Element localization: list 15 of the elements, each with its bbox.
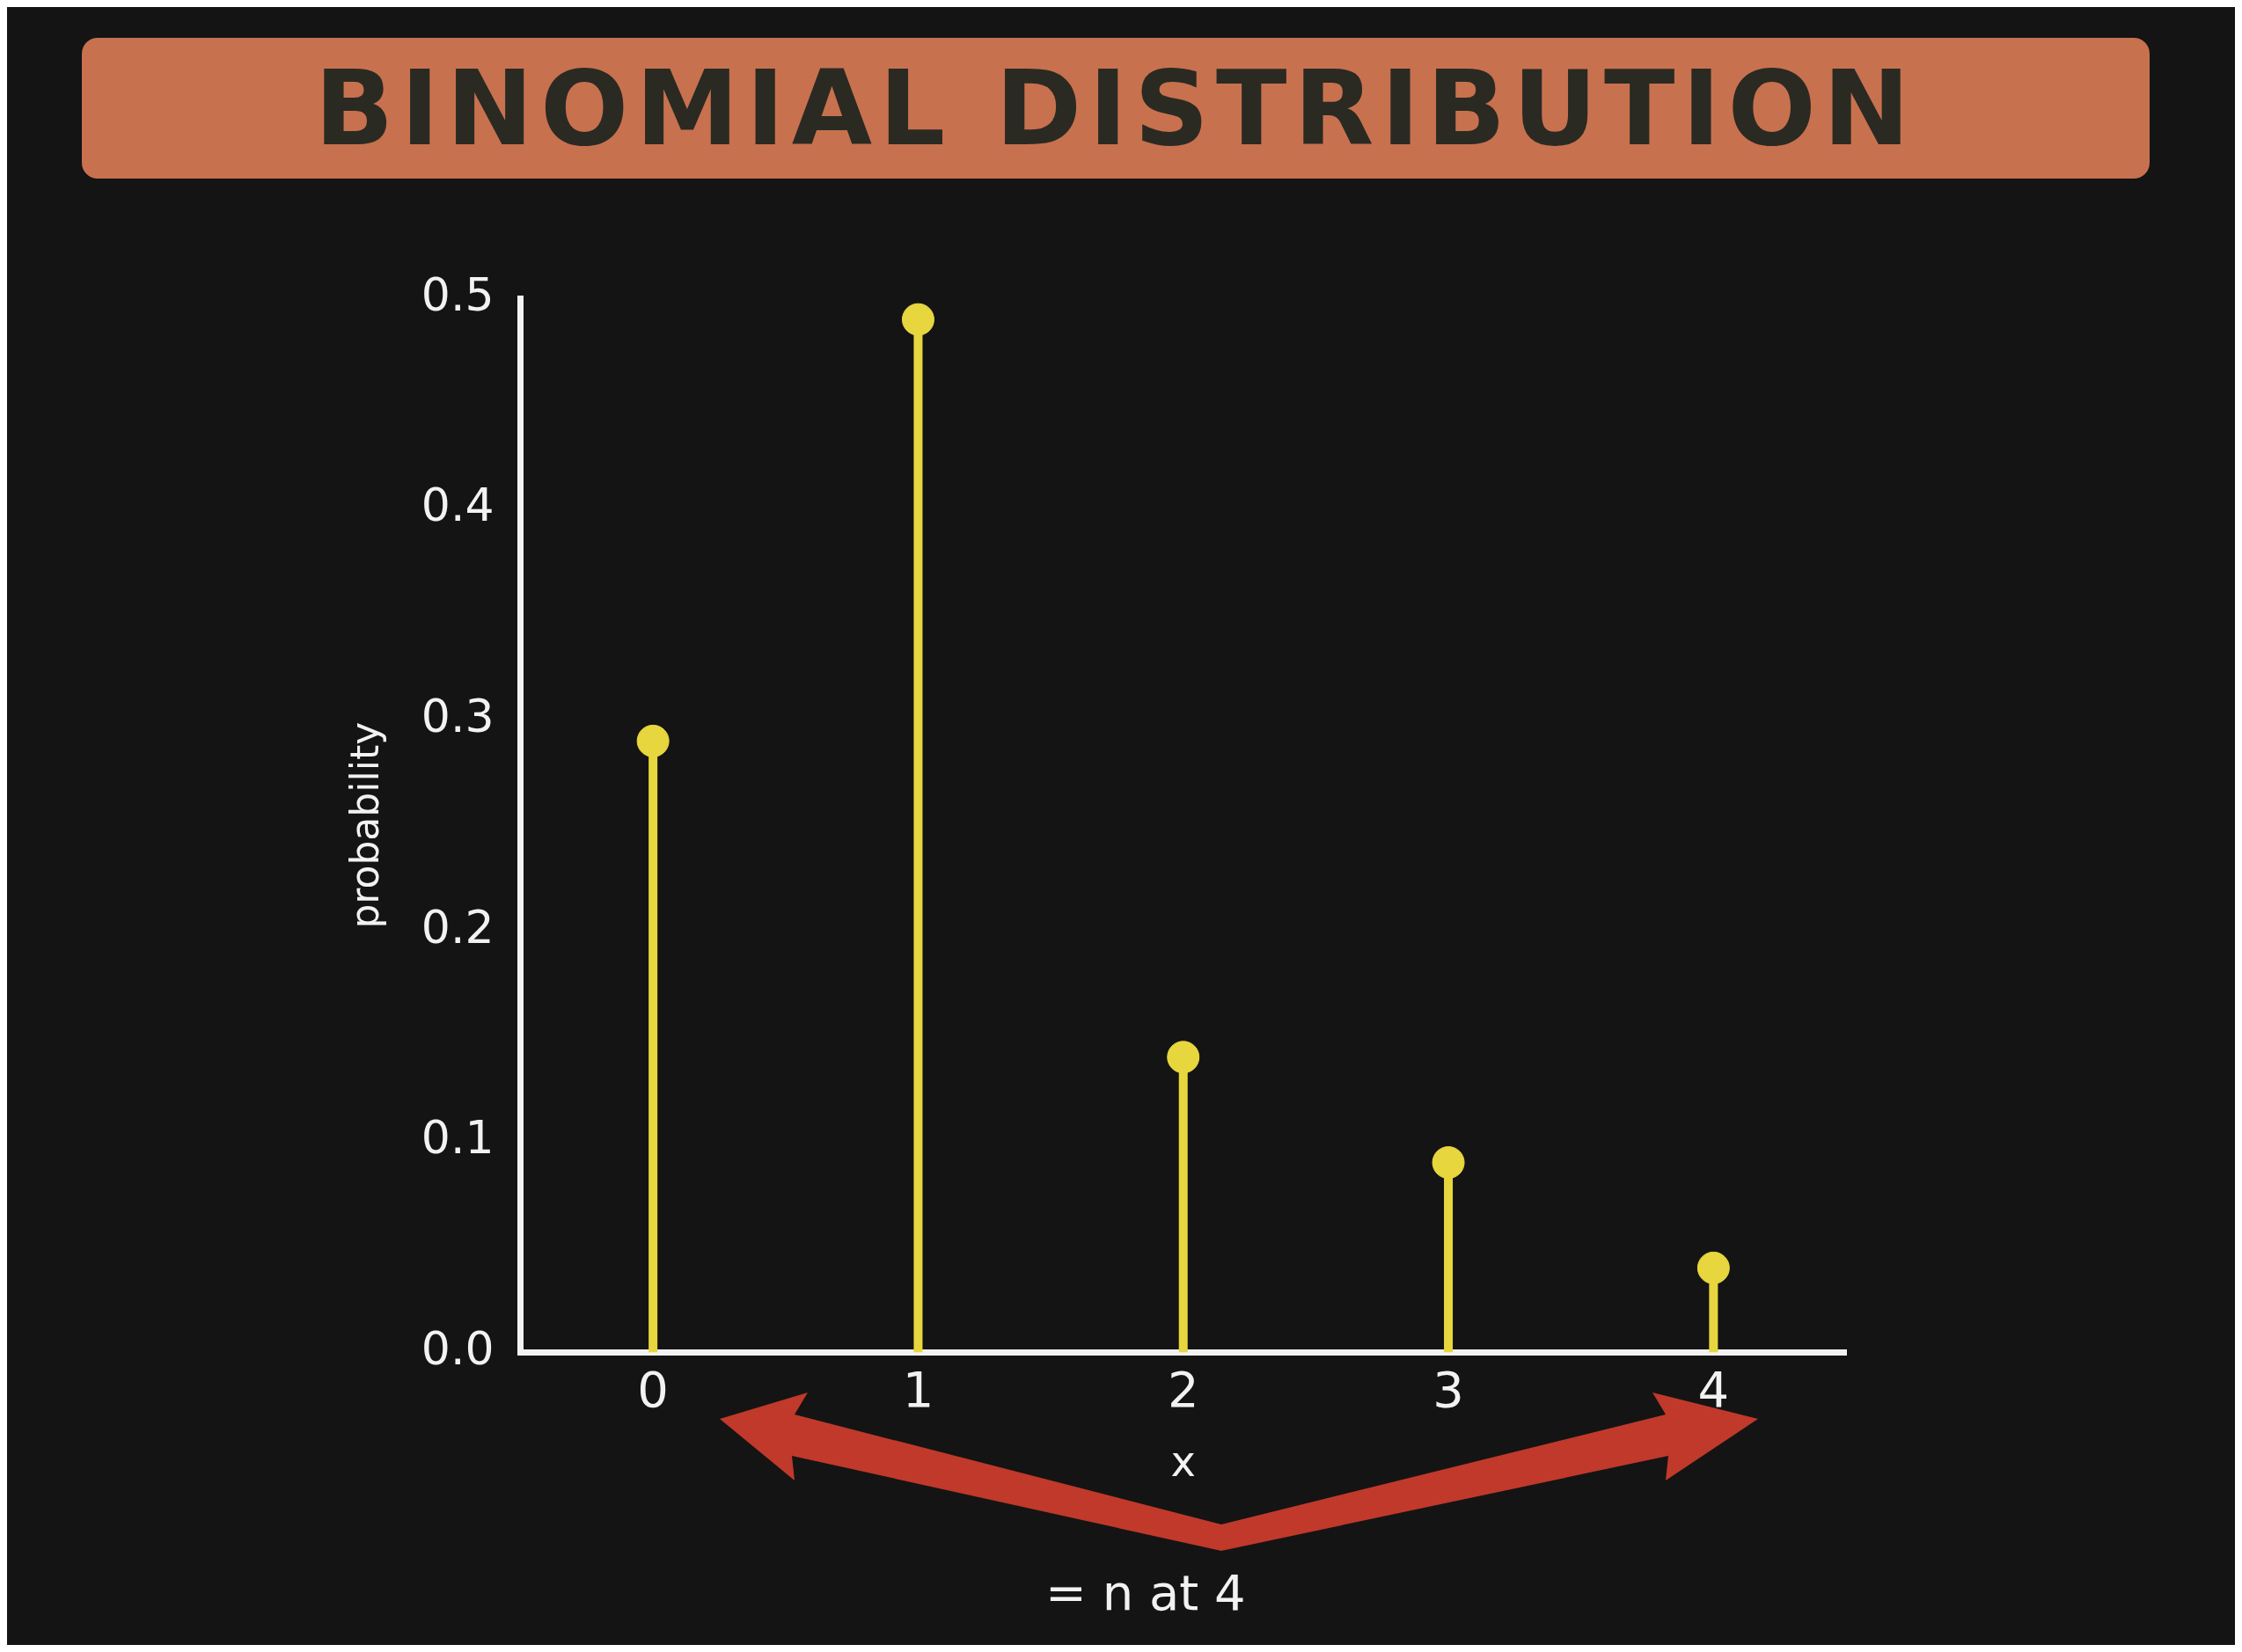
x-tick-label: 2 [1167, 1361, 1199, 1419]
text: = n at 4 [1045, 1564, 1246, 1621]
chart-title: BINOMIAL DISTRIBUTION [314, 48, 1917, 169]
y-tick-label: 0.3 [421, 689, 495, 742]
y-tick-label: 0.1 [421, 1111, 495, 1165]
x-axis-title: x [1170, 1436, 1196, 1486]
y-tick-label: 0.4 [421, 479, 495, 532]
x-tick-label: 3 [1432, 1361, 1464, 1419]
y-tick-label: 0.2 [421, 900, 495, 954]
y-tick-label: 0.5 [421, 267, 495, 321]
x-tick-label: 4 [1697, 1361, 1730, 1419]
x-tick-label: 1 [902, 1361, 934, 1419]
x-tick-label: 0 [637, 1361, 669, 1419]
y-tick-label: 0.0 [421, 1321, 495, 1375]
y-axis-title: probability [341, 721, 387, 929]
